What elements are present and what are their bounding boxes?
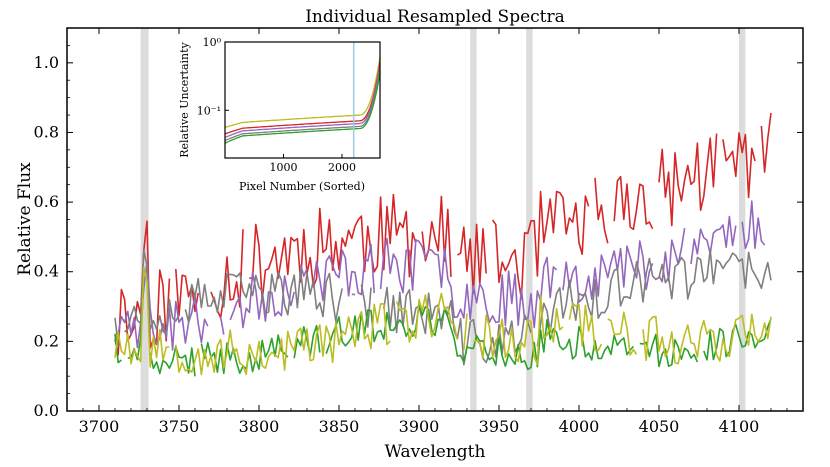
shaded-band-3: [739, 28, 746, 411]
shaded-bands: [140, 28, 746, 411]
x-tick-label: 3850: [319, 417, 360, 436]
inset-background: [225, 42, 380, 158]
y-tick-label: 0.6: [34, 192, 59, 211]
inset-x-tick-label: 1000: [269, 161, 297, 174]
spectrum-gray: [114, 249, 772, 366]
inset-frame: [224, 41, 381, 159]
x-tick-label: 3950: [479, 417, 520, 436]
y-axis-ticks: 0.0 0.2 0.4 0.6 0.8 1.0: [34, 45, 803, 420]
x-tick-label: 4050: [639, 417, 680, 436]
inset-x-ticks: 1000 2000: [269, 154, 356, 174]
spectrum-olive: [114, 266, 772, 376]
inset-x-axis-label: Pixel Number (Sorted): [239, 180, 365, 193]
y-tick-label: 0.0: [34, 401, 59, 420]
inset-y-tick-label: 10⁰: [203, 36, 222, 49]
y-tick-label: 1.0: [34, 53, 59, 72]
x-tick-label: 3800: [239, 417, 280, 436]
inset-y-tick-label: 10⁻¹: [197, 104, 221, 117]
x-tick-label: 3900: [399, 417, 440, 436]
y-tick-label: 0.2: [34, 331, 59, 350]
y-tick-label: 0.8: [34, 122, 59, 141]
x-tick-label: 3700: [79, 417, 120, 436]
inset-uncertainty-plot: 1000 2000 10⁰ 10⁻¹ Pixel Number (Sorted) R…: [178, 36, 381, 193]
inset-y-axis-label: Relative Uncertainty: [178, 41, 191, 157]
shaded-band-2: [526, 28, 533, 411]
shaded-band-0: [140, 28, 149, 411]
x-tick-label: 4000: [559, 417, 600, 436]
chart-title: Individual Resampled Spectra: [305, 7, 565, 27]
spectra-series: [114, 112, 772, 377]
x-axis-label: Wavelength: [385, 442, 486, 462]
x-tick-label: 3750: [159, 417, 200, 436]
inset-y-ticks: 10⁰ 10⁻¹: [197, 36, 229, 117]
y-axis-label: Relative Flux: [15, 162, 35, 276]
y-tick-label: 0.4: [34, 262, 59, 281]
x-axis-ticks: 3700 3750 3800 3850 3900 3950 4000 4050 4100: [66, 28, 804, 436]
x-tick-label: 4100: [719, 417, 760, 436]
shaded-band-1: [470, 28, 477, 411]
inset-x-tick-label: 2000: [328, 161, 356, 174]
